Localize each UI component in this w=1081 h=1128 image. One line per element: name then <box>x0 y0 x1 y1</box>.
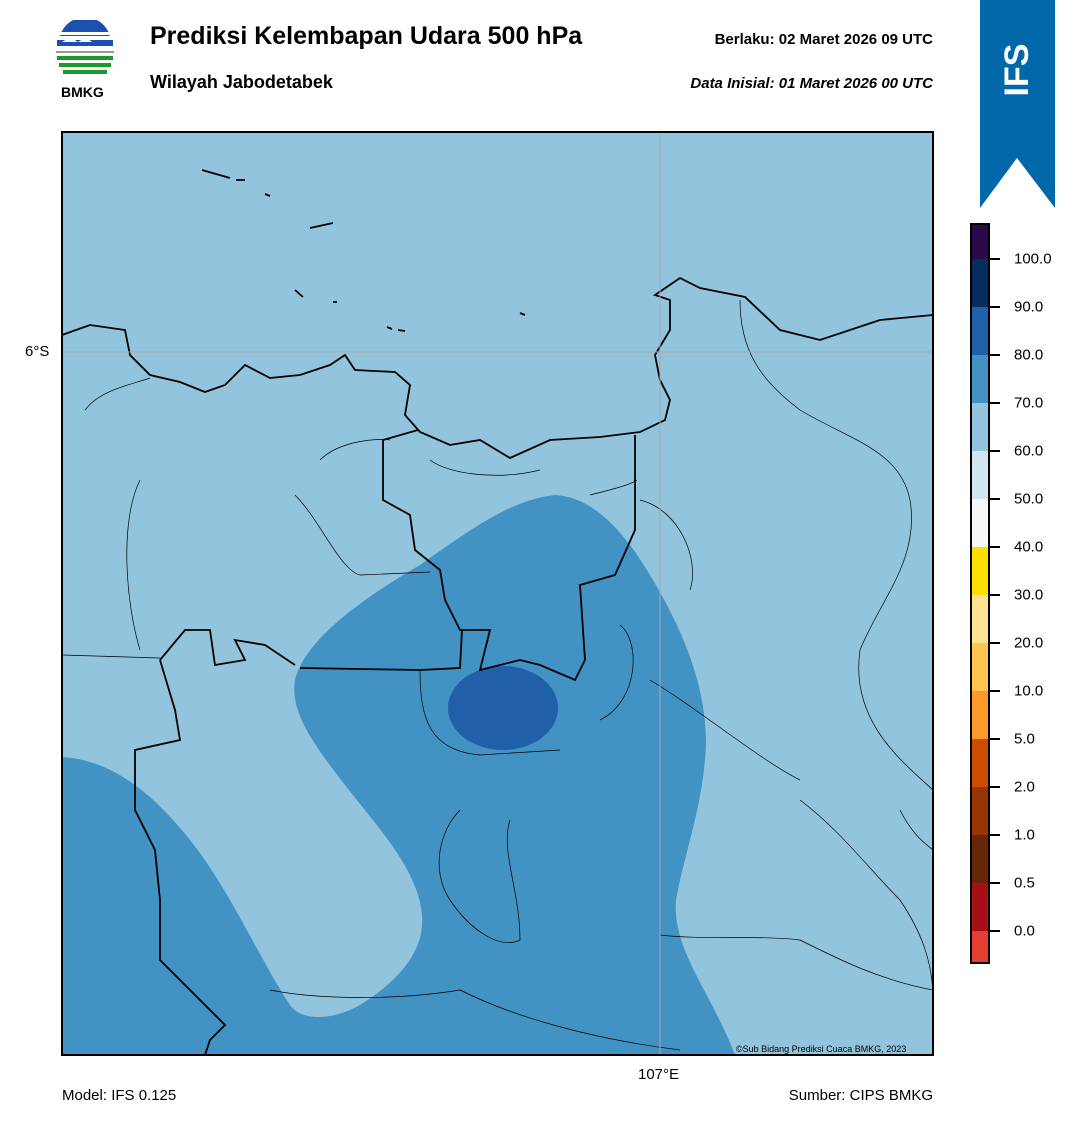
ifs-badge <box>980 0 1055 208</box>
humidity-80-90-area <box>448 666 558 750</box>
colorbar-label: 50.0 <box>1014 490 1044 508</box>
colorbar-segment <box>971 595 989 643</box>
colorbar-label: 60.0 <box>1014 442 1044 460</box>
humidity-70-80-area <box>62 495 735 1055</box>
lat-tick-label: 6°S <box>25 343 50 360</box>
colorbar-segment <box>971 547 989 595</box>
colorbar-segment <box>971 739 989 787</box>
valid-time: Berlaku: 02 Maret 2026 09 UTC <box>714 31 933 48</box>
colorbar-segment <box>971 691 989 739</box>
logo-text: BMKG <box>61 84 104 100</box>
colorbar-segment <box>971 451 989 499</box>
colorbar-label: 70.0 <box>1014 394 1044 412</box>
source-label: Sumber: CIPS BMKG <box>788 1087 933 1104</box>
colorbar-segment <box>971 259 989 307</box>
colorbar-segment <box>971 931 989 963</box>
bmkg-logo <box>56 20 114 74</box>
colorbar-segment <box>971 787 989 835</box>
colorbar-label: 2.0 <box>1014 778 1035 796</box>
island <box>201 169 526 332</box>
colorbar-frame <box>970 223 990 964</box>
province-border <box>299 629 463 671</box>
colorbar-segment <box>971 307 989 355</box>
model-label: Model: IFS 0.125 <box>62 1087 177 1104</box>
initial-time: Data Inisial: 01 Maret 2026 00 UTC <box>690 75 933 92</box>
colorbar-segment <box>971 883 989 931</box>
colorbar-segment <box>971 403 989 451</box>
colorbar-segment <box>971 355 989 403</box>
colorbar-label: 80.0 <box>1014 346 1044 364</box>
colorbar-segment <box>971 643 989 691</box>
colorbar-segment <box>971 499 989 547</box>
colorbar-label: 0.5 <box>1014 874 1035 892</box>
colorbar-label: 0.0 <box>1014 922 1035 940</box>
map-frame <box>61 131 934 1056</box>
colorbar-label: 40.0 <box>1014 538 1044 556</box>
region-subtitle: Wilayah Jabodetabek <box>150 72 333 92</box>
province-border <box>134 629 296 1055</box>
province-border <box>382 429 636 682</box>
lon-tick-label: 107°E <box>638 1066 680 1083</box>
colorbar-label: 10.0 <box>1014 682 1044 700</box>
colorbar <box>970 223 1000 964</box>
colorbar-segment <box>971 224 989 259</box>
colorbar-label: 5.0 <box>1014 730 1035 748</box>
colorbar-label: 90.0 <box>1014 298 1044 316</box>
colorbar-segment <box>971 835 989 883</box>
credit-text: ©Sub Bidang Prediksi Cuaca BMKG, 2023 <box>736 1044 907 1054</box>
colorbar-label: 100.0 <box>1014 250 1052 268</box>
page-title: Prediksi Kelembapan Udara 500 hPa <box>150 22 583 50</box>
coastline <box>62 276 933 460</box>
colorbar-label: 20.0 <box>1014 634 1044 652</box>
colorbar-label: 30.0 <box>1014 586 1044 604</box>
colorbar-label: 1.0 <box>1014 826 1035 844</box>
